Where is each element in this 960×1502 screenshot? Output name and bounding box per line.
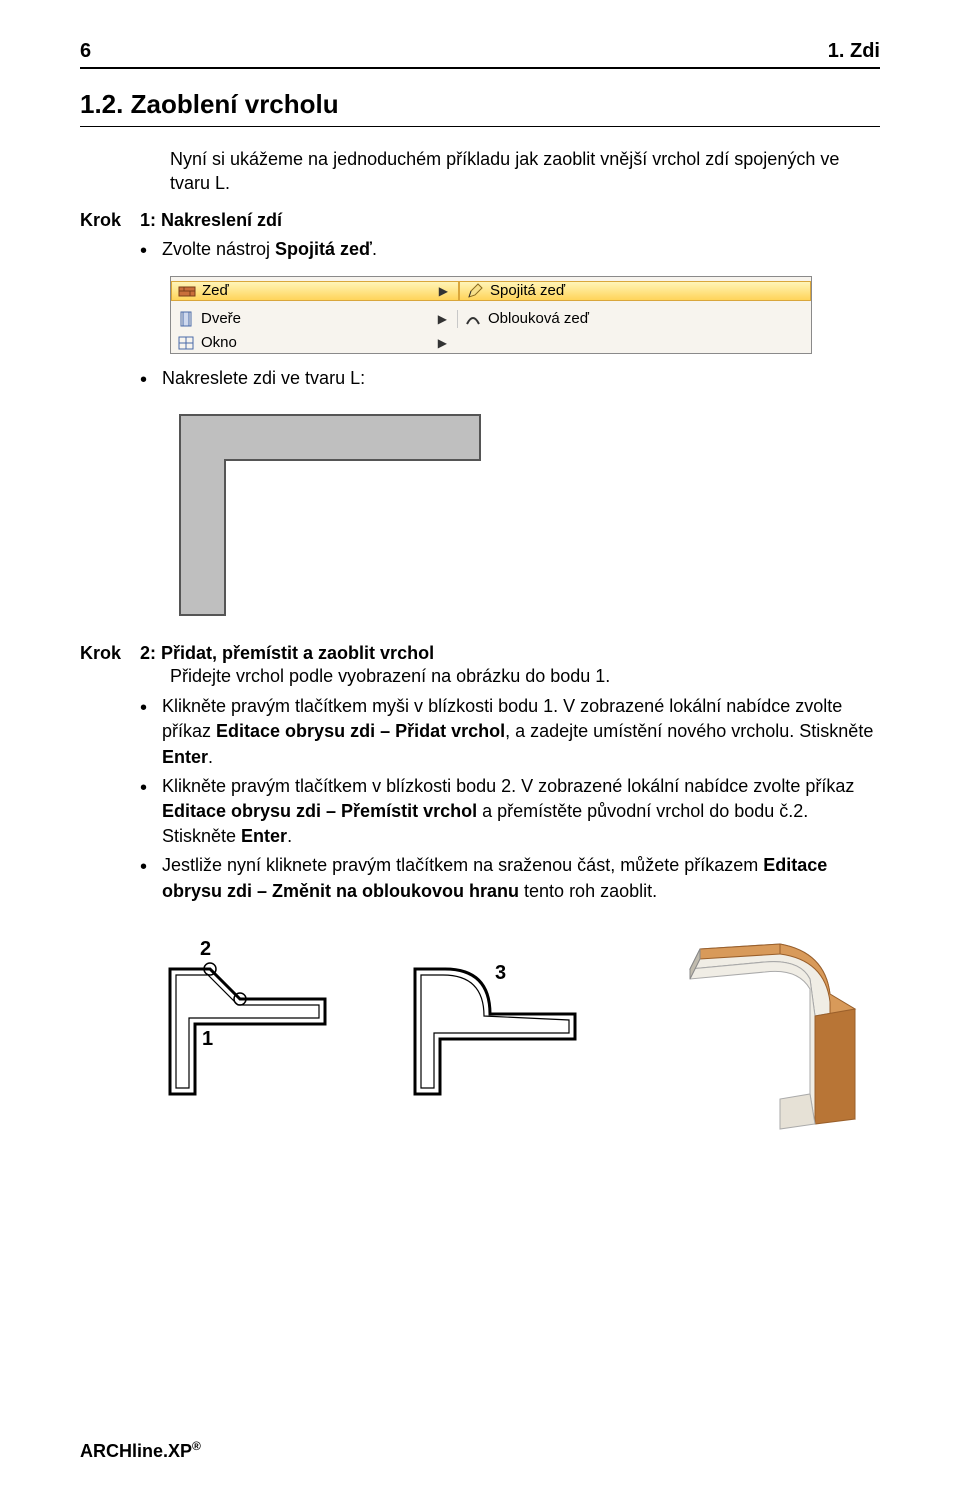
figure-round-3d: [640, 934, 870, 1149]
figure-round-2d: 3: [390, 934, 590, 1104]
footer-reg: ®: [192, 1439, 201, 1453]
step2-bullet-3: Klikněte pravým tlačítkem v blízkosti bo…: [140, 774, 880, 850]
figure-chamfer-2d: 2 1: [140, 934, 340, 1104]
door-icon: [177, 310, 195, 328]
s2b3e: .: [287, 826, 292, 846]
section-title: 1.2. Zaoblení vrcholu: [80, 89, 880, 120]
step-2-krok: Krok: [80, 643, 140, 664]
after-ui-bullet: Nakreslete zdi ve tvaru L:: [140, 366, 880, 391]
bottom-figures: 2 1 3: [140, 934, 880, 1149]
step-1-label: 1: Nakreslení zdí: [140, 210, 880, 231]
submenu-arc-label: Oblouková zeď: [488, 310, 589, 327]
menu-wall-label: Zeď: [202, 282, 229, 299]
header-divider: [80, 67, 880, 69]
step2-bullet-4: Jestliže nyní kliknete pravým tlačítkem …: [140, 853, 880, 903]
submenu-arrow-icon: ▶: [439, 284, 448, 298]
pencil-icon: [466, 282, 484, 300]
s2b4a: Jestliže nyní kliknete pravým tlačítkem …: [162, 855, 763, 875]
menu-door-label: Dveře: [201, 310, 241, 327]
step-2-heading: Krok 2: Přidat, přemístit a zaoblit vrch…: [80, 643, 880, 664]
submenu-item-straight-wall[interactable]: Spojitá zeď: [459, 281, 811, 301]
page-number: 6: [80, 40, 91, 63]
step1-b1-c: .: [372, 239, 377, 259]
s2b3a: Klikněte pravým tlačítkem v blízkosti bo…: [162, 776, 854, 796]
s2b3d: Enter: [241, 826, 287, 846]
menu-item-window[interactable]: Okno ▶: [171, 334, 457, 352]
menu-window-label: Okno: [201, 334, 237, 351]
section-number: 1.2.: [80, 89, 123, 119]
window-icon: [177, 334, 195, 352]
step2-line1: Přidejte vrchol podle vyobrazení na obrá…: [170, 664, 880, 688]
step1-b1-a: Zvolte nástroj: [162, 239, 275, 259]
s2b2e: .: [208, 747, 213, 767]
submenu-arrow-icon: ▶: [438, 336, 447, 350]
section-divider: [80, 126, 880, 127]
arc-icon: [464, 310, 482, 328]
s2b3b: Editace obrysu zdi – Přemístit vrchol: [162, 801, 477, 821]
s2b4c: tento roh zaoblit.: [519, 881, 657, 901]
step-1-heading: Krok 1: Nakreslení zdí: [80, 210, 880, 231]
step-1-krok: Krok: [80, 210, 140, 231]
submenu-straight-label: Spojitá zeď: [490, 282, 565, 299]
step1-bullet-1: Zvolte nástroj Spojitá zeď.: [140, 237, 880, 262]
footer: ARCHline.XP®: [80, 1439, 201, 1462]
s2b2c: , a zadejte umístění nového vrcholu. Sti…: [505, 721, 873, 741]
s2b2d: Enter: [162, 747, 208, 767]
step1-b1-b: Spojitá zeď: [275, 239, 372, 259]
s2b2b: Editace obrysu zdi – Přidat vrchol: [216, 721, 505, 741]
menu-item-wall[interactable]: Zeď ▶: [171, 281, 459, 301]
intro-paragraph: Nyní si ukážeme na jednoduchém příkladu …: [170, 147, 880, 196]
footer-product: ARCHline.XP: [80, 1441, 192, 1461]
submenu-item-arc-wall[interactable]: Oblouková zeď: [457, 310, 811, 328]
menu-screenshot: Zeď ▶ Spojitá zeď Dveře ▶: [170, 276, 812, 354]
figure-label-1: 1: [202, 1028, 213, 1051]
chapter-title: 1. Zdi: [828, 40, 880, 63]
step-2-label: 2: Přidat, přemístit a zaoblit vrchol: [140, 643, 880, 664]
wall-icon: [178, 282, 196, 300]
figure-label-2: 2: [200, 938, 211, 961]
l-shape-figure: [170, 405, 510, 625]
section-name: Zaoblení vrcholu: [131, 89, 339, 119]
menu-item-door[interactable]: Dveře ▶: [171, 310, 457, 328]
step2-bullet-2: Klikněte pravým tlačítkem myši v blízkos…: [140, 694, 880, 770]
figure-label-3: 3: [495, 962, 506, 985]
submenu-arrow-icon: ▶: [438, 312, 447, 326]
